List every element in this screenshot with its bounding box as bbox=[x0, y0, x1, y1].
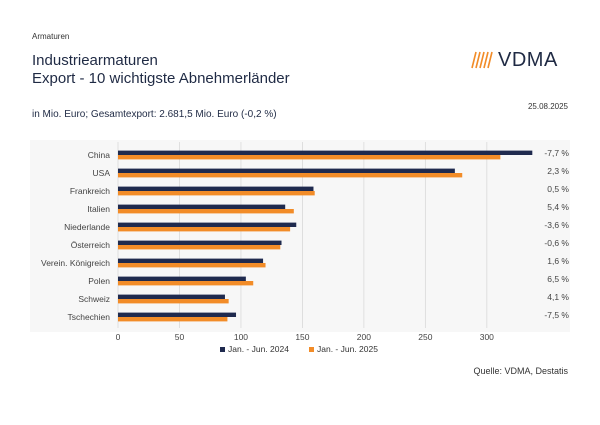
y-category-label: China bbox=[88, 150, 110, 160]
change-label: 2,3 % bbox=[547, 166, 569, 176]
bar-2024 bbox=[118, 312, 237, 317]
vdma-logo-text: VDMA bbox=[498, 49, 558, 71]
bar-2025 bbox=[118, 245, 281, 250]
x-tick-label: 0 bbox=[116, 332, 121, 342]
bar-2025 bbox=[118, 299, 229, 304]
bar-2024 bbox=[118, 222, 297, 227]
bar-2025 bbox=[118, 263, 266, 268]
source-note: Quelle: VDMA, Destatis bbox=[473, 366, 568, 376]
bar-2025 bbox=[118, 281, 254, 286]
bar-2024 bbox=[118, 168, 455, 173]
page-title: Industriearmaturen Export - 10 wichtigst… bbox=[32, 52, 290, 88]
y-category-label: Polen bbox=[88, 276, 110, 286]
section-label: Armaturen bbox=[32, 32, 70, 41]
bar-2024 bbox=[118, 204, 286, 209]
bar-2025 bbox=[118, 155, 501, 160]
x-tick-label: 250 bbox=[418, 332, 432, 342]
title-line-1: Industriearmaturen bbox=[32, 52, 158, 69]
x-tick-label: 200 bbox=[357, 332, 371, 342]
chart-subtitle: in Mio. Euro; Gesamtexport: 2.681,5 Mio.… bbox=[32, 109, 277, 120]
bar-2024 bbox=[118, 258, 264, 263]
title-line-2: Export - 10 wichtigste Abnehmerländer bbox=[32, 70, 290, 87]
x-tick-label: 300 bbox=[480, 332, 494, 342]
y-category-label: Schweiz bbox=[78, 294, 110, 304]
bar-2024 bbox=[118, 276, 246, 281]
y-category-label: Frankreich bbox=[70, 186, 110, 196]
change-label: 0,5 % bbox=[547, 184, 569, 194]
y-category-label: Tschechien bbox=[67, 312, 110, 322]
x-tick-label: 150 bbox=[295, 332, 309, 342]
bar-2024 bbox=[118, 186, 314, 191]
legend-swatch-2025 bbox=[309, 347, 314, 352]
bar-2025 bbox=[118, 191, 315, 196]
change-label: -7,5 % bbox=[544, 310, 569, 320]
bar-2025 bbox=[118, 209, 294, 214]
bar-2025 bbox=[118, 227, 291, 232]
bar-2024 bbox=[118, 240, 282, 245]
change-label: 6,5 % bbox=[547, 274, 569, 284]
change-label: -0,6 % bbox=[544, 238, 569, 248]
y-category-label: Österreich bbox=[71, 240, 110, 250]
y-category-label: USA bbox=[93, 168, 111, 178]
change-label: 4,1 % bbox=[547, 292, 569, 302]
bar-2025 bbox=[118, 317, 228, 322]
legend-swatch-2024 bbox=[220, 347, 225, 352]
bar-2024 bbox=[118, 294, 225, 299]
change-label: -3,6 % bbox=[544, 220, 569, 230]
bar-2024 bbox=[118, 150, 533, 155]
change-label: 1,6 % bbox=[547, 256, 569, 266]
vdma-logo-icon bbox=[471, 51, 493, 69]
bar-2025 bbox=[118, 173, 463, 178]
change-label: 5,4 % bbox=[547, 202, 569, 212]
legend-label-2024: Jan. - Jun. 2024 bbox=[228, 344, 289, 354]
change-label: -7,7 % bbox=[544, 148, 569, 158]
legend-label-2025: Jan. - Jun. 2025 bbox=[317, 344, 378, 354]
date-label: 25.08.2025 bbox=[527, 102, 568, 111]
vdma-logo: VDMA bbox=[470, 48, 580, 72]
x-tick-label: 100 bbox=[234, 332, 248, 342]
x-tick-label: 50 bbox=[175, 332, 185, 342]
y-category-label: Niederlande bbox=[64, 222, 110, 232]
y-category-label: Italien bbox=[87, 204, 110, 214]
y-category-label: Verein. Königreich bbox=[41, 258, 110, 268]
